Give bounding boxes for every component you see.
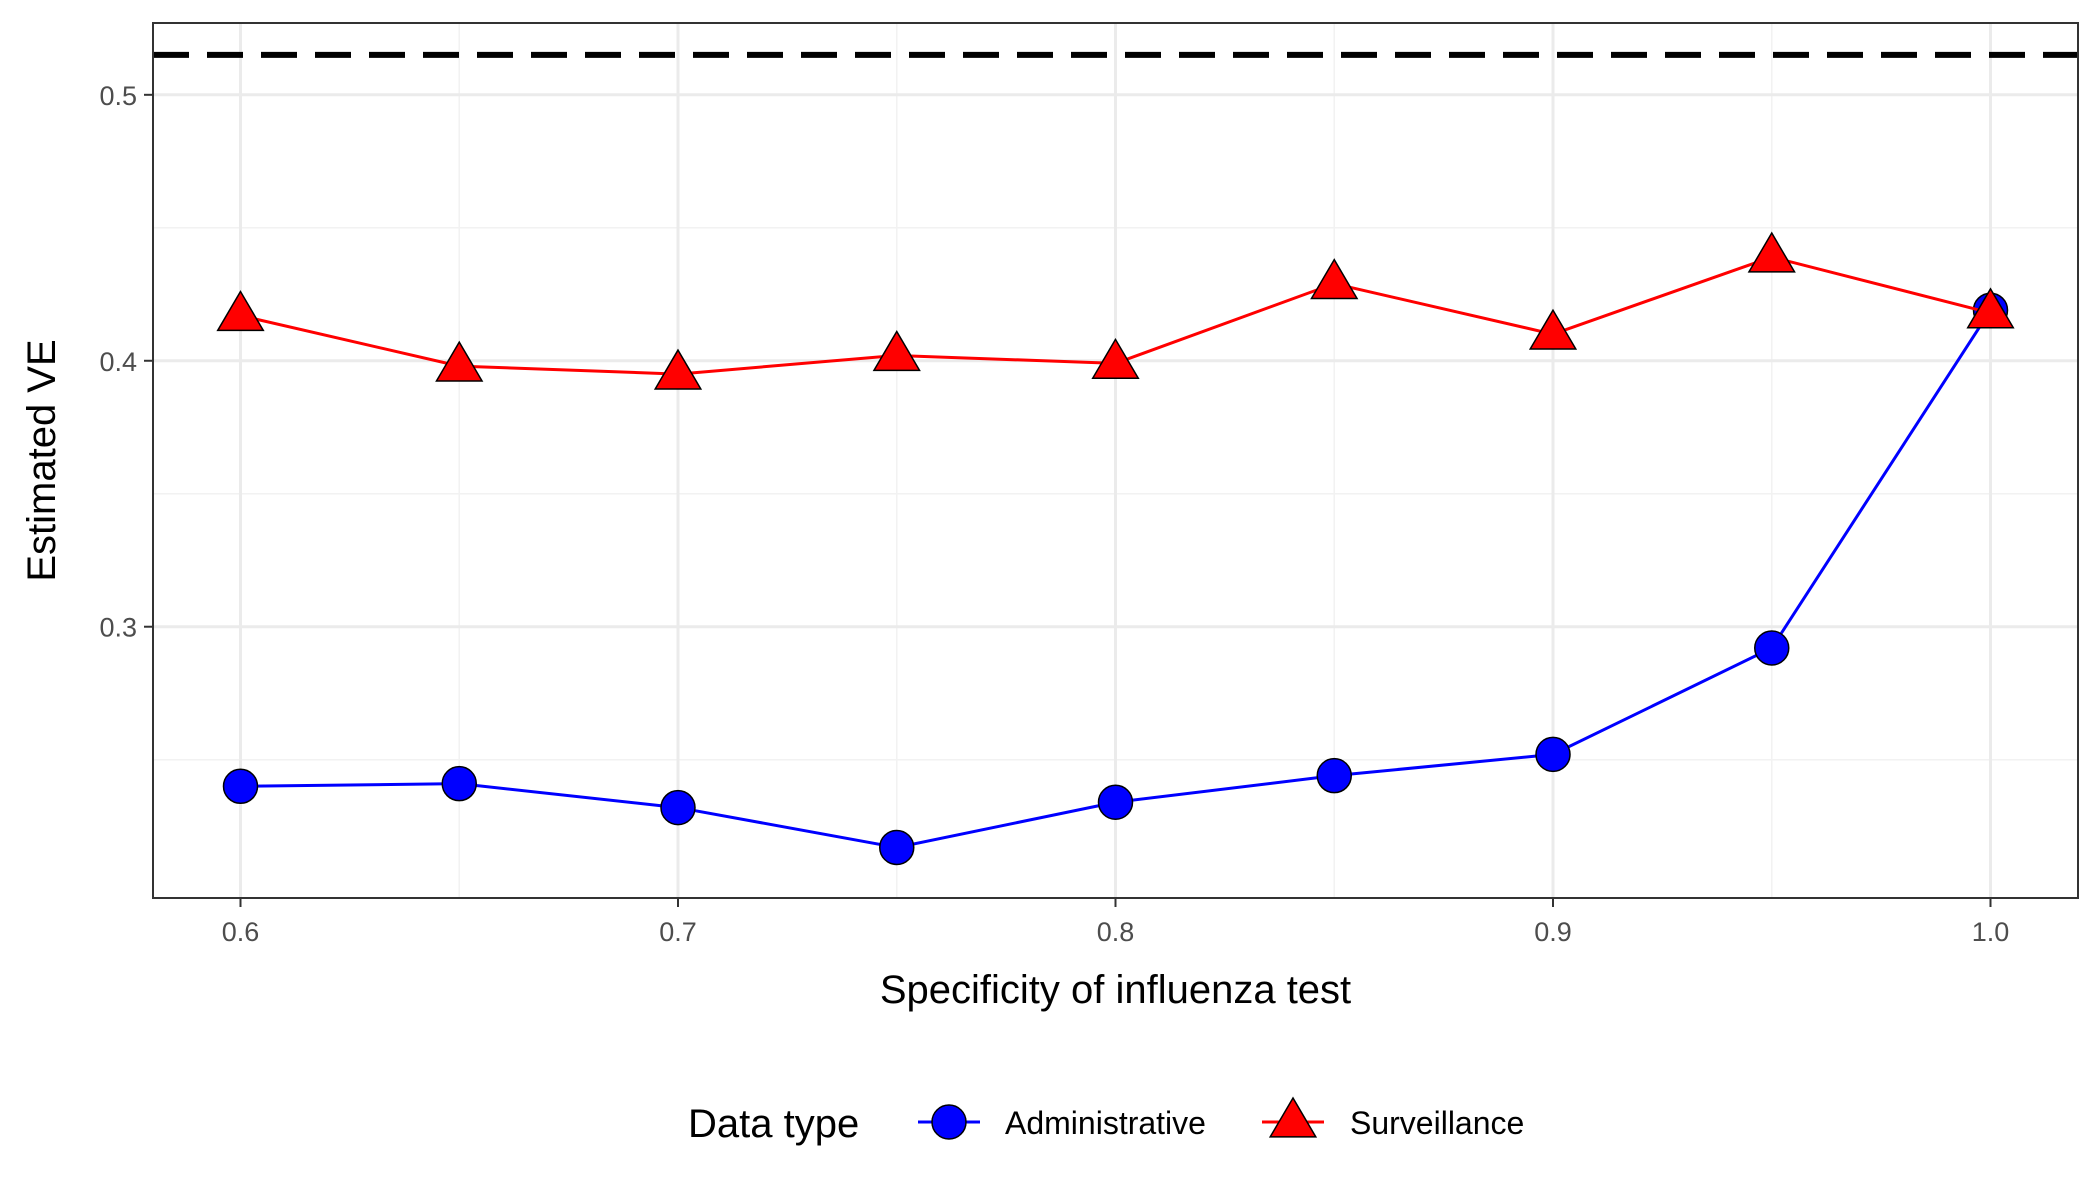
x-axis-title: Specificity of influenza test xyxy=(880,968,1351,1012)
data-point-surveillance xyxy=(1966,287,2015,329)
legend-key-triangle-icon xyxy=(1268,1096,1318,1138)
legend-entry-administrative: Administrative xyxy=(918,1104,1206,1141)
data-point-surveillance xyxy=(216,290,265,332)
data-point-administrative xyxy=(1097,784,1134,821)
series-administrative xyxy=(222,292,2009,866)
data-point-administrative xyxy=(1316,757,1352,794)
series-surveillance xyxy=(216,231,2015,390)
x-tick-label: 0.8 xyxy=(1097,917,1135,947)
data-point-surveillance xyxy=(653,348,703,390)
y-tick-label: 0.3 xyxy=(99,613,137,643)
data-point-surveillance xyxy=(1310,258,1359,300)
legend-key-circle-icon xyxy=(931,1104,967,1140)
data-point-surveillance xyxy=(1091,337,1140,380)
legend-entry-surveillance: Surveillance xyxy=(1262,1096,1524,1141)
data-point-administrative xyxy=(441,765,477,802)
data-point-administrative xyxy=(222,768,259,805)
data-point-administrative xyxy=(660,789,696,826)
axis-ticks: 0.6 0.7 0.8 0.9 1.0 0.3 0.4 0.5 xyxy=(99,81,2009,947)
data-point-surveillance xyxy=(1747,231,1796,273)
data-point-administrative xyxy=(879,829,915,866)
legend: Data type Administrative Surveillance xyxy=(688,1096,1524,1146)
data-point-surveillance xyxy=(435,340,484,382)
y-axis-title: Estimated VE xyxy=(20,339,64,581)
data-point-surveillance xyxy=(872,329,921,372)
x-tick-label: 0.9 xyxy=(1534,917,1572,947)
x-tick-label: 0.6 xyxy=(222,917,260,947)
legend-label: Surveillance xyxy=(1350,1105,1524,1141)
y-tick-label: 0.4 xyxy=(99,347,137,377)
data-point-administrative xyxy=(1535,736,1571,773)
y-tick-label: 0.5 xyxy=(99,81,137,111)
x-tick-label: 0.7 xyxy=(659,917,697,947)
legend-label: Administrative xyxy=(1005,1105,1206,1141)
data-point-administrative xyxy=(1754,630,1790,666)
legend-title: Data type xyxy=(688,1102,859,1146)
series-layer xyxy=(216,231,2015,866)
data-point-surveillance xyxy=(1528,308,1578,350)
x-tick-label: 1.0 xyxy=(1972,917,2010,947)
